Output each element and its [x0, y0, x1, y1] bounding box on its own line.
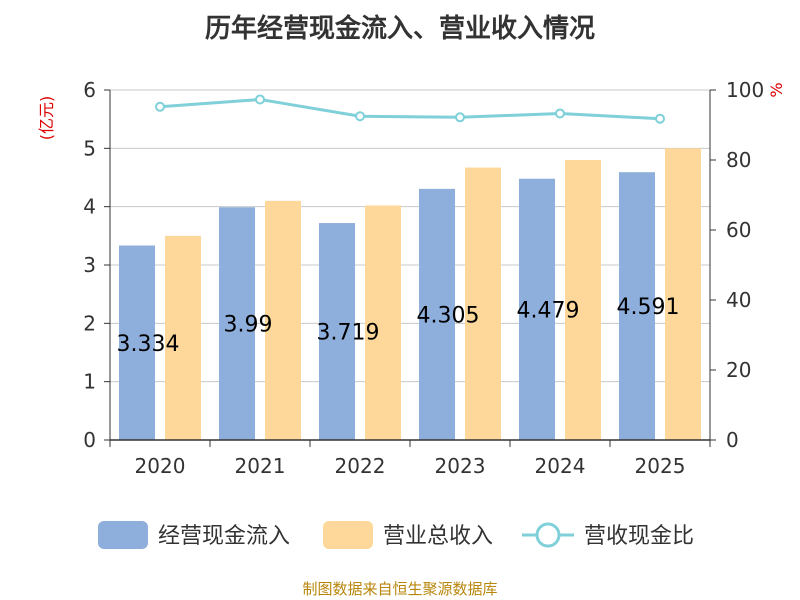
legend-label-cash-inflow: 经营现金流入 [158, 524, 290, 549]
y-left-tick-label: 3 [83, 253, 96, 277]
legend-swatch-revenue [323, 521, 373, 549]
y-left-tick-label: 6 [83, 78, 96, 102]
bar-cash-inflow [219, 207, 255, 440]
legend-label-revenue: 营业总收入 [383, 524, 493, 549]
bar-revenue [565, 160, 601, 440]
ratio-point [455, 112, 465, 123]
bar-value-label: 4.305 [417, 303, 480, 328]
legend-label-ratio: 营收现金比 [584, 524, 694, 549]
bar-cash-inflow [419, 188, 455, 440]
bar-revenue [365, 205, 401, 440]
bar-revenue [165, 235, 201, 440]
bar-value-label: 4.479 [517, 298, 580, 323]
y-right-tick-label: 100 [726, 78, 764, 102]
y-left-tick-label: 5 [83, 136, 96, 160]
bar-revenue [665, 148, 701, 441]
y-right-tick-label: 20 [726, 358, 751, 382]
ratio-point [255, 94, 265, 105]
y-right-tick-label: 40 [726, 288, 751, 312]
data-labels-group: 3.334 3.99 3.719 4.305 4.479 4.591 [117, 295, 680, 357]
y-right-tick-label: 0 [726, 428, 739, 452]
bar-value-label: 3.99 [224, 313, 273, 338]
bar-cash-inflow [119, 245, 155, 440]
chart-title: 历年经营现金流入、营业收入情况 [204, 14, 595, 44]
ratio-line-group [155, 94, 665, 124]
bar-revenue [465, 167, 501, 441]
bar-cash-inflow [619, 172, 655, 441]
bar-cash-inflow [519, 178, 555, 440]
ratio-point [155, 101, 165, 112]
bar-revenue [265, 200, 301, 440]
x-tick-label: 2021 [235, 454, 286, 478]
y-right-tick-label: 60 [726, 218, 751, 242]
y-right-tick-label: 80 [726, 148, 751, 172]
y-left-tick-label: 0 [83, 428, 96, 452]
ratio-line [159, 97, 661, 121]
x-tick-label: 2022 [335, 454, 386, 478]
bars-group [119, 148, 701, 441]
y-left-tick-label: 4 [83, 195, 96, 219]
legend: 经营现金流入 营业总收入 营收现金比 [98, 521, 694, 549]
y-left-tick-label: 2 [83, 311, 96, 335]
y-left-tick-label: 1 [83, 370, 96, 394]
y-right-axis-label: % [767, 82, 786, 97]
source-note: 制图数据来自恒生聚源数据库 [302, 580, 498, 598]
legend-swatch-cash-inflow [98, 521, 148, 549]
ratio-point [655, 113, 665, 124]
x-tick-label: 2023 [435, 454, 486, 478]
x-tick-label: 2024 [535, 454, 586, 478]
x-tick-label: 2020 [135, 454, 186, 478]
legend-marker-ratio [535, 522, 561, 548]
bar-cash-inflow [319, 223, 355, 440]
x-tick-label: 2025 [635, 454, 686, 478]
bar-value-label: 3.719 [317, 321, 380, 346]
ratio-point [355, 111, 365, 122]
bar-value-label: 4.591 [617, 295, 680, 320]
ratio-point [555, 108, 565, 119]
bar-value-label: 3.334 [117, 332, 180, 357]
y-left-axis-label: (亿元) [37, 96, 56, 141]
